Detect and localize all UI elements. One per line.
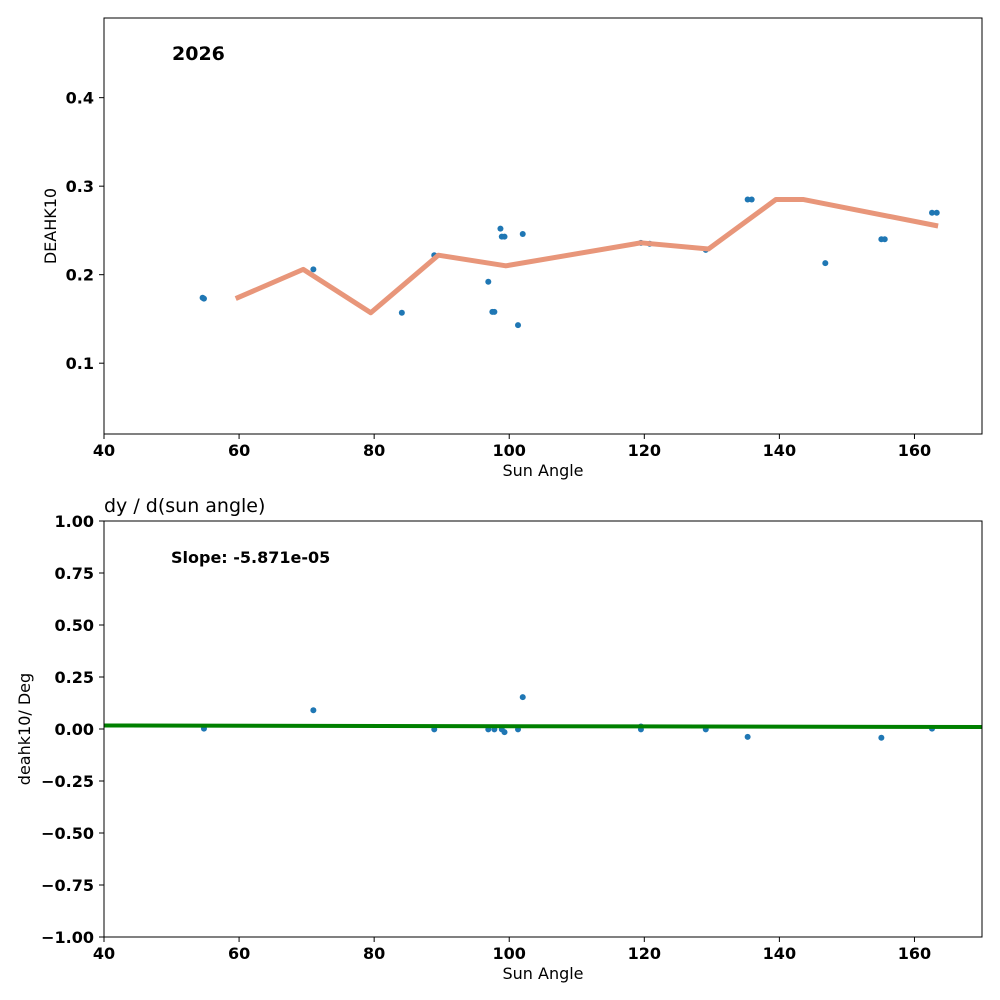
y-tick-label: −0.75 bbox=[41, 876, 94, 895]
plot-annotation: Slope: -5.871e-05 bbox=[171, 548, 330, 567]
x-tick-label: 60 bbox=[228, 944, 250, 963]
x-tick-label: 40 bbox=[93, 944, 115, 963]
data-point bbox=[398, 309, 405, 316]
data-point bbox=[310, 266, 317, 273]
data-point bbox=[748, 196, 755, 203]
y-tick-label: 1.00 bbox=[55, 512, 94, 531]
data-point bbox=[497, 225, 504, 232]
data-point bbox=[881, 236, 888, 243]
x-tick-label: 40 bbox=[93, 441, 115, 460]
x-tick-label: 160 bbox=[898, 944, 931, 963]
data-point bbox=[200, 295, 207, 302]
data-point bbox=[515, 322, 522, 329]
data-point bbox=[485, 278, 492, 285]
y-axis-label: DEAHK10 bbox=[41, 188, 60, 264]
data-point bbox=[491, 308, 498, 315]
axes-frame bbox=[103, 17, 983, 435]
x-tick-label: 80 bbox=[363, 944, 385, 963]
data-point bbox=[501, 729, 508, 736]
y-tick-label: 0.75 bbox=[55, 564, 94, 583]
data-point bbox=[929, 209, 936, 216]
data-point bbox=[878, 734, 885, 741]
x-tick-label: 140 bbox=[763, 441, 796, 460]
x-tick-label: 80 bbox=[363, 441, 385, 460]
y-tick-label: 0.4 bbox=[66, 89, 94, 108]
series-line bbox=[104, 723, 982, 730]
data-point bbox=[501, 233, 508, 240]
data-point bbox=[519, 230, 526, 237]
data-point bbox=[310, 707, 317, 714]
x-tick-label: 120 bbox=[628, 441, 661, 460]
y-tick-label: −0.50 bbox=[41, 824, 94, 843]
axes-frame bbox=[103, 520, 983, 938]
chart-panel-2: 40 60 80 100 120 140 160 −1.00 −0.75 −0.50 −0.25 0.… bbox=[15, 495, 983, 983]
x-tick-label: 140 bbox=[763, 944, 796, 963]
x-axis-label: Sun Angle bbox=[502, 964, 583, 983]
data-point bbox=[933, 209, 940, 216]
data-point bbox=[822, 260, 829, 267]
data-point bbox=[744, 733, 751, 740]
y-tick-label: 0.1 bbox=[66, 354, 94, 373]
series-line bbox=[234, 196, 939, 316]
plot-annotation: 2026 bbox=[172, 43, 225, 65]
y-tick-label: 0.2 bbox=[66, 266, 94, 285]
x-tick-label: 160 bbox=[898, 441, 931, 460]
data-point bbox=[519, 694, 526, 701]
y-axis-label: deahk10/ Deg bbox=[15, 673, 34, 785]
x-axis-label: Sun Angle bbox=[502, 461, 583, 480]
y-tick-label: 0.25 bbox=[55, 668, 94, 687]
x-tick-label: 100 bbox=[493, 944, 526, 963]
plot-area bbox=[104, 694, 982, 741]
x-tick-label: 120 bbox=[628, 944, 661, 963]
x-tick-label: 100 bbox=[493, 441, 526, 460]
chart-title: dy / d(sun angle) bbox=[104, 495, 265, 517]
chart-panel-1: 40 60 80 100 120 140 160 0.1 0.2 0.3 0.4 Sun Angle D… bbox=[41, 17, 983, 480]
x-tick-label: 60 bbox=[228, 441, 250, 460]
y-tick-label: −1.00 bbox=[41, 928, 94, 947]
y-tick-label: 0.50 bbox=[55, 616, 94, 635]
plot-area bbox=[199, 196, 940, 329]
y-tick-label: 0.3 bbox=[66, 177, 94, 196]
y-tick-label: −0.25 bbox=[41, 772, 94, 791]
y-tick-label: 0.00 bbox=[55, 720, 94, 739]
